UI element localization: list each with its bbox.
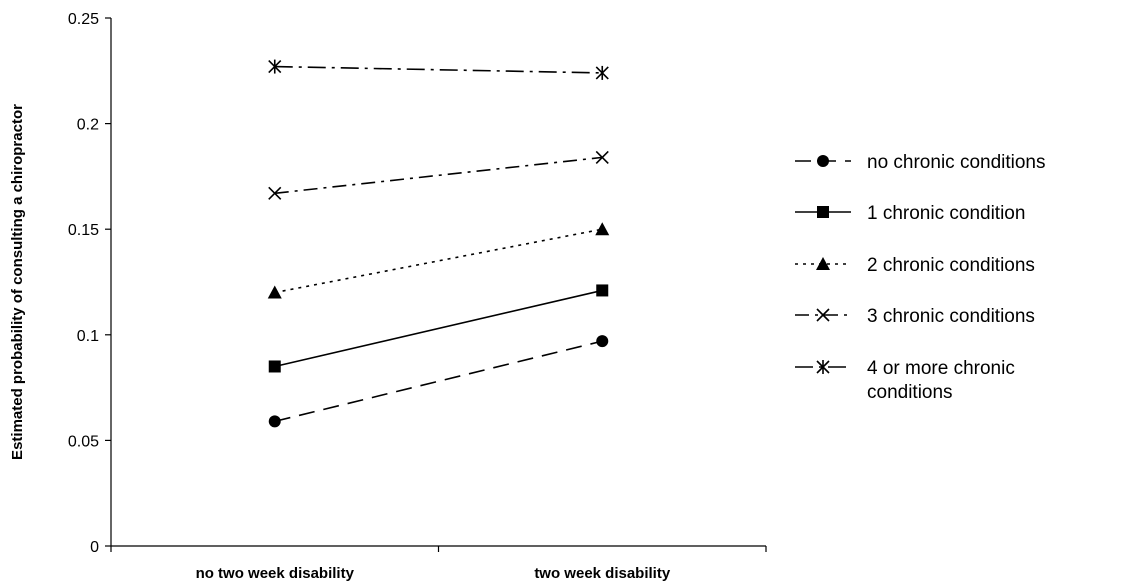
legend-label: 2 chronic conditions xyxy=(867,255,1035,276)
y-tick-label: 0 xyxy=(90,539,99,556)
y-tick-label: 0.2 xyxy=(77,117,99,134)
legend-label: 1 chronic condition xyxy=(867,203,1025,224)
data-point-s2-1 xyxy=(268,360,281,373)
legend-item-3: 2 chronic conditions xyxy=(795,255,1035,276)
y-tick-label: 0.05 xyxy=(68,433,99,450)
y-tick-label: 0.1 xyxy=(77,328,99,345)
plot-area xyxy=(267,59,610,428)
data-point-s1-2 xyxy=(596,335,609,348)
legend-item-1: no chronic conditions xyxy=(795,152,1046,173)
series-line-1 xyxy=(274,340,603,423)
data-point-s5-2 xyxy=(595,65,609,80)
axes: 0 0.05 0.1 0.15 0.2 0.25 no two week disabilit… xyxy=(68,11,767,582)
legend-marker xyxy=(816,308,830,322)
legend-marker xyxy=(817,155,829,167)
series-line-3 xyxy=(274,228,603,294)
legend-item-5: 4 or more chronic conditions xyxy=(795,358,1015,403)
legend-label: no chronic conditions xyxy=(867,152,1046,173)
legend-label: 3 chronic conditions xyxy=(867,306,1035,327)
y-axis-label: Estimated probability of consulting a ch… xyxy=(9,104,26,460)
data-point-s2-2 xyxy=(596,284,609,297)
legend-label: 4 or more chronic conditions xyxy=(867,358,1015,403)
x-category-label: no two week disability xyxy=(196,565,355,582)
legend-item-4: 3 chronic conditions xyxy=(795,306,1035,327)
series-line-5 xyxy=(274,65,603,74)
series-line-4 xyxy=(274,156,603,195)
data-point-s4-1 xyxy=(268,186,282,200)
data-point-s3-2 xyxy=(595,222,610,236)
legend: no chronic conditions 1 chronic condition… xyxy=(795,152,1046,403)
legend-marker xyxy=(816,257,830,270)
data-point-s1-1 xyxy=(268,415,281,428)
series-line-2 xyxy=(274,289,603,368)
y-tick-label: 0.15 xyxy=(68,222,99,239)
legend-item-2: 1 chronic condition xyxy=(795,203,1025,224)
x-category-label: two week disability xyxy=(534,565,671,582)
y-tick-label: 0.25 xyxy=(68,11,99,28)
data-point-s5-1 xyxy=(268,59,282,74)
data-point-s3-1 xyxy=(267,285,282,299)
legend-marker xyxy=(816,360,830,374)
data-point-s4-2 xyxy=(595,150,609,164)
legend-marker xyxy=(817,206,829,218)
